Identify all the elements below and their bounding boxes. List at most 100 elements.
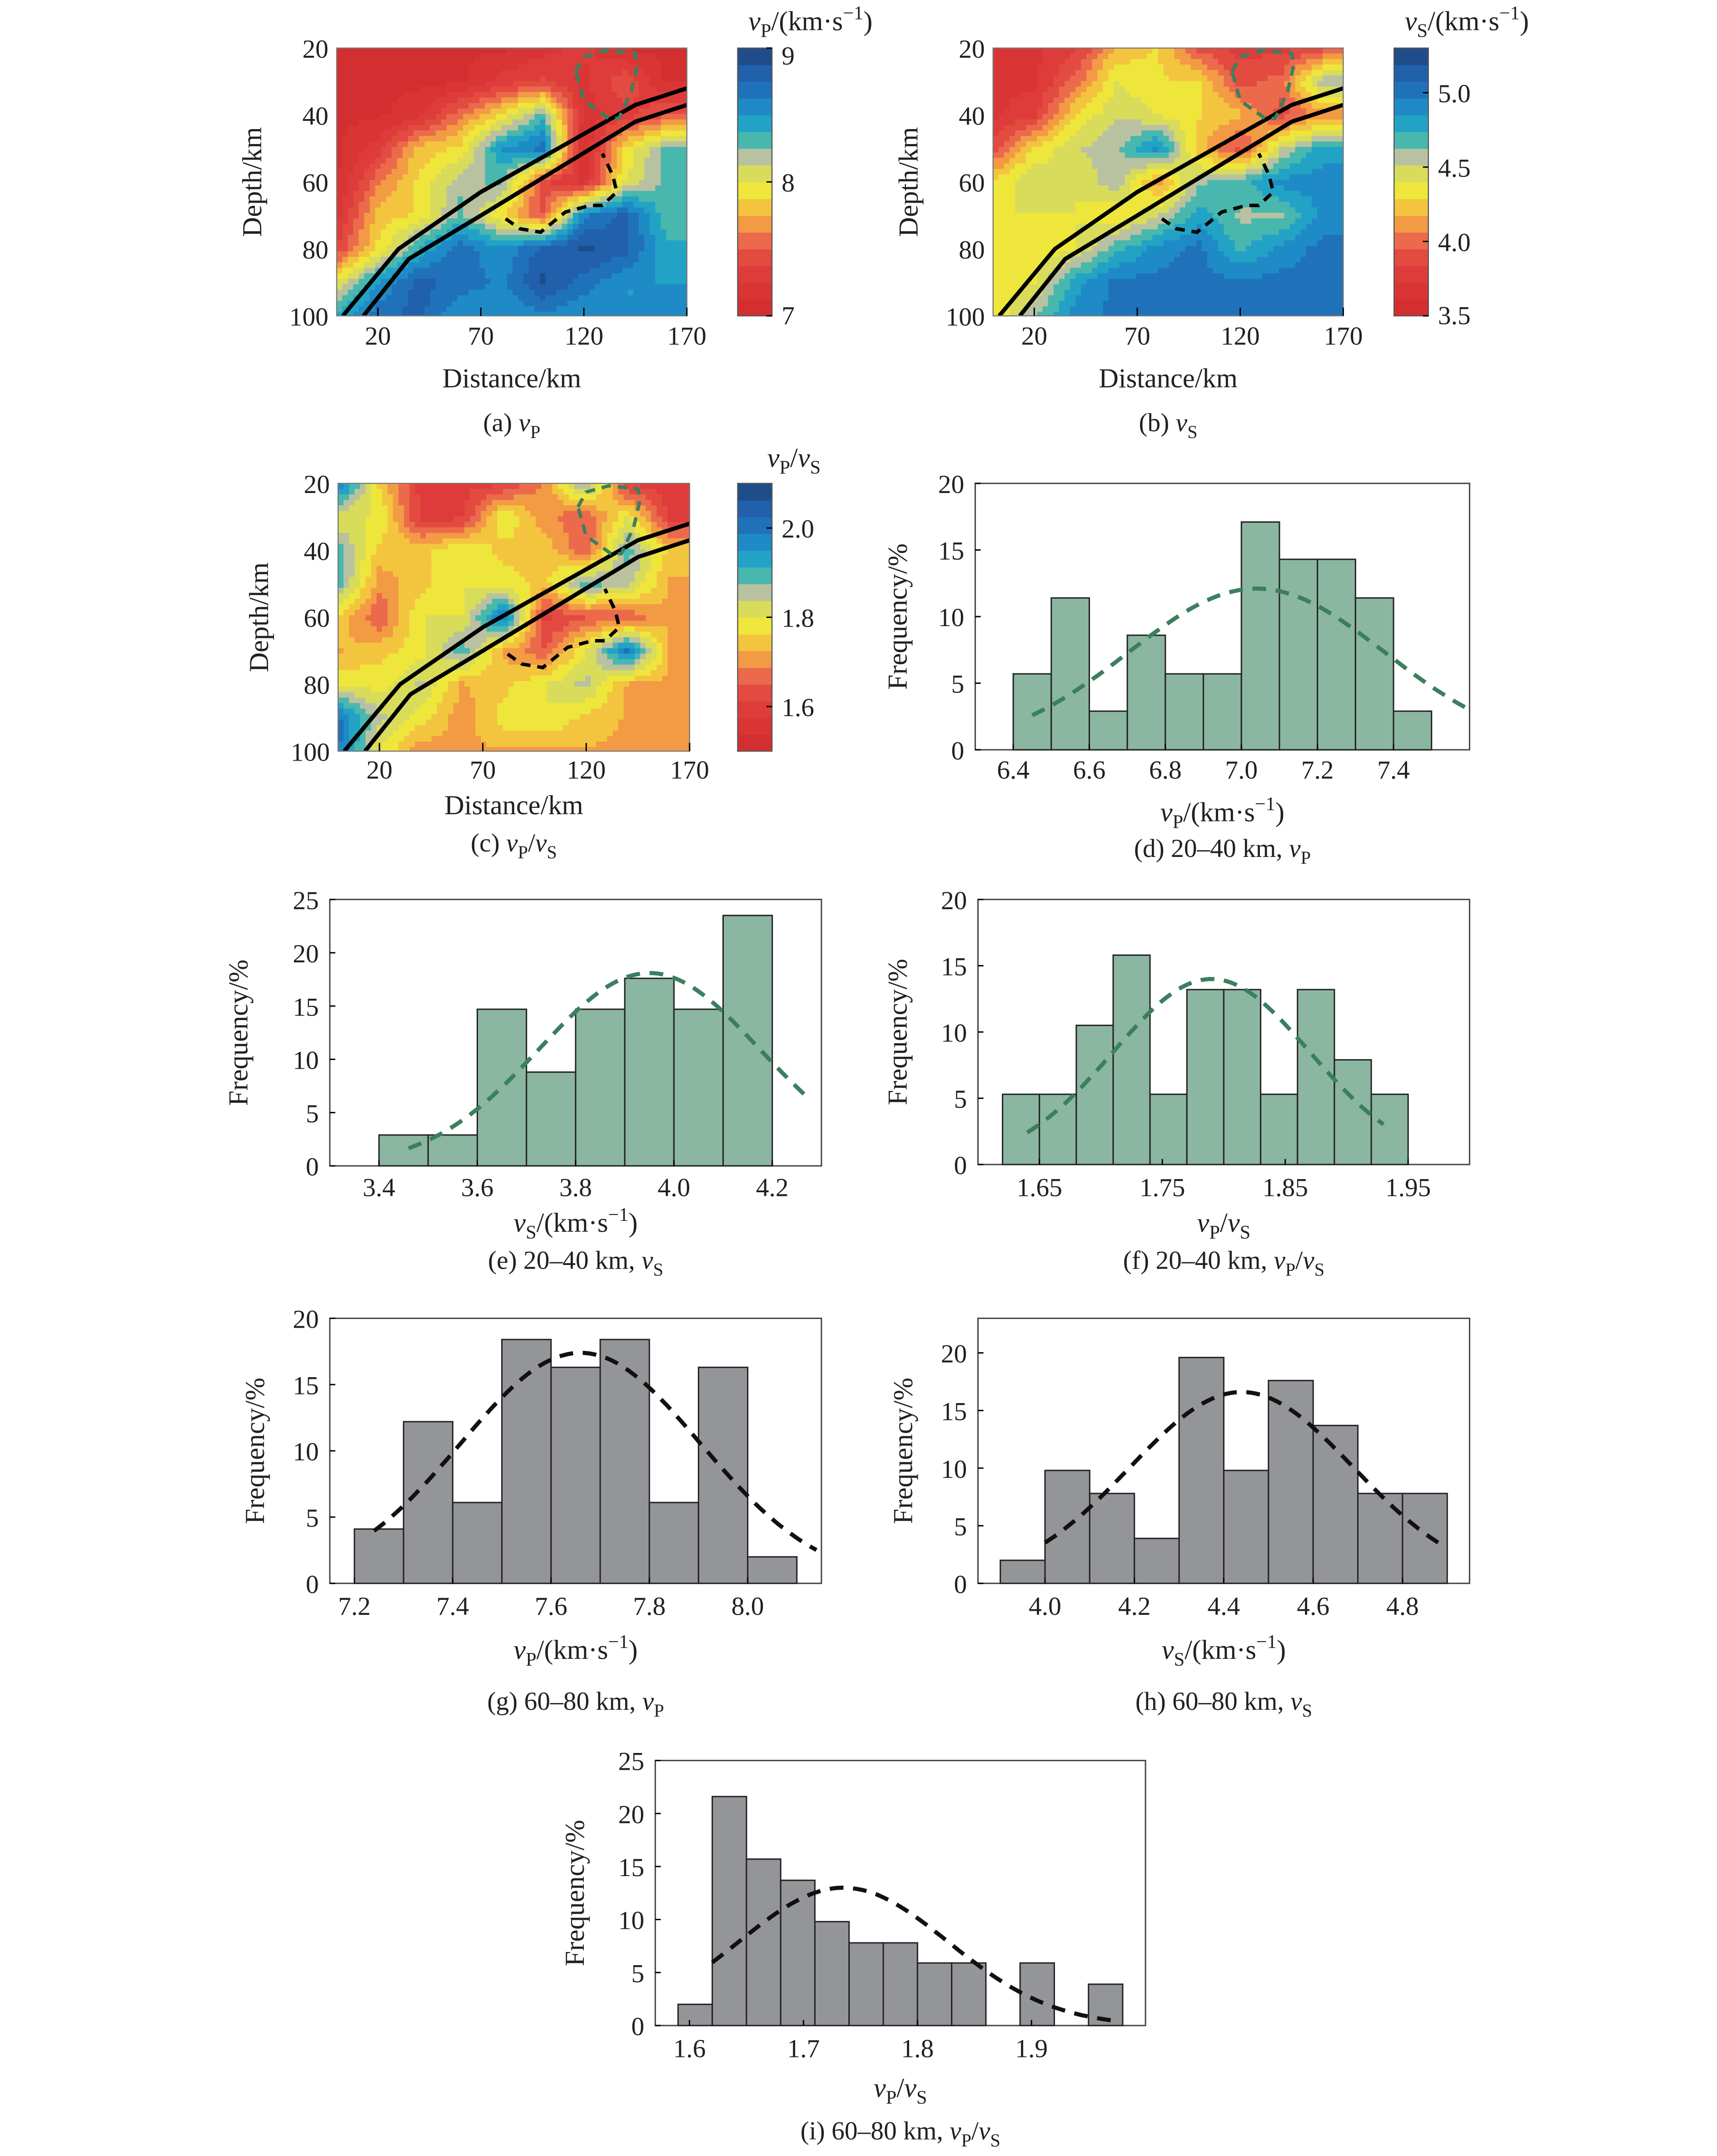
heatmap-cell (1053, 86, 1060, 93)
heatmap-cell (435, 97, 442, 104)
heatmap-cell (1284, 136, 1290, 142)
heatmap-cell (595, 240, 601, 247)
heatmap-cell (380, 53, 387, 60)
heatmap-cell (468, 125, 475, 131)
heatmap-cell (650, 196, 656, 203)
heatmap-cell (672, 185, 678, 192)
heatmap-cell (1037, 196, 1043, 203)
heatmap-cell (386, 147, 393, 153)
heatmap-cell (1224, 97, 1230, 104)
heatmap-cell (391, 136, 398, 142)
heatmap-cell (1224, 185, 1230, 192)
heatmap-cell (545, 289, 552, 296)
heatmap-cell (424, 300, 431, 307)
heatmap-cell (364, 158, 370, 164)
heatmap-cell (348, 59, 354, 65)
heatmap-cell (638, 152, 645, 159)
heatmap-cell (534, 185, 541, 192)
label-part: −1 (843, 2, 863, 24)
heatmap-cell (551, 130, 557, 137)
heatmap-cell (1130, 65, 1137, 71)
heatmap-cell (540, 207, 546, 214)
heatmap-cell (655, 179, 662, 186)
heatmap-cell (474, 174, 480, 181)
heatmap-cell (1015, 158, 1021, 164)
heatmap-cell (1015, 70, 1021, 76)
heatmap-cell (468, 268, 475, 274)
heatmap-cell (1081, 179, 1087, 186)
heatmap-cell (1317, 185, 1324, 192)
heatmap-cell (1339, 65, 1344, 71)
heatmap-cell (1251, 147, 1258, 153)
heatmap-cell (1097, 108, 1104, 115)
heatmap-cell (1026, 130, 1032, 137)
heatmap-cell (1323, 70, 1329, 76)
heatmap-cell (572, 147, 579, 153)
heatmap-cell (1026, 114, 1032, 120)
heatmap-cell (562, 65, 568, 71)
heatmap-cell (622, 257, 628, 263)
heatmap-cell (512, 295, 519, 302)
heatmap-cell (408, 53, 414, 60)
heatmap-cell (682, 312, 687, 316)
heatmap-cell (348, 257, 354, 263)
heatmap-cell (501, 97, 508, 104)
heatmap-cell (435, 92, 442, 98)
heatmap-cell (562, 245, 568, 252)
heatmap-cell (1207, 125, 1214, 131)
heatmap-cell (419, 284, 425, 290)
heatmap-cell (1147, 75, 1153, 82)
heatmap-cell (490, 262, 497, 269)
heatmap-cell (562, 273, 568, 279)
heatmap-cell (353, 289, 359, 296)
heatmap-cell (1273, 86, 1279, 93)
heatmap-cell (655, 48, 662, 55)
heatmap-cell (364, 179, 370, 186)
heatmap-cell (617, 218, 623, 224)
heatmap-cell (562, 202, 568, 208)
heatmap-cell (589, 81, 596, 87)
heatmap-cell (441, 273, 448, 279)
heatmap-cell (529, 273, 535, 279)
heatmap-cell (556, 136, 562, 142)
heatmap-cell (353, 229, 359, 236)
heatmap-cell (556, 312, 562, 316)
heatmap-cell (1081, 86, 1087, 93)
y-tick-label: 60 (302, 169, 328, 198)
heatmap-cell (534, 75, 541, 82)
heatmap-cell (567, 284, 574, 290)
heatmap-cell (1086, 53, 1093, 60)
heatmap-cell (452, 158, 458, 164)
heatmap-cell (1174, 108, 1180, 115)
heatmap-cell (1300, 119, 1307, 126)
heatmap-cell (661, 245, 667, 252)
heatmap-cell (1207, 158, 1214, 164)
heatmap-cell (1015, 53, 1021, 60)
heatmap-cell (551, 279, 557, 285)
heatmap-cell (1015, 114, 1021, 120)
heatmap-cell (485, 191, 491, 197)
heatmap-cell (1009, 53, 1016, 60)
heatmap-cell (572, 86, 579, 93)
heatmap-cell (572, 103, 579, 109)
heatmap-cell (682, 245, 687, 252)
heatmap-cell (485, 257, 491, 263)
heatmap-cell (386, 125, 393, 131)
heatmap-cell (1190, 103, 1197, 109)
heatmap-cell (1158, 108, 1164, 115)
heatmap-cell (1163, 130, 1170, 137)
heatmap-cell (638, 158, 645, 164)
heatmap-cell (397, 169, 403, 175)
heatmap-cell (666, 136, 672, 142)
heatmap-cell (435, 273, 442, 279)
heatmap-cell (490, 289, 497, 296)
heatmap-cell (562, 240, 568, 247)
heatmap-cell (551, 53, 557, 60)
heatmap-cell (666, 86, 672, 93)
heatmap-cell (1218, 174, 1224, 181)
heatmap-cell (1042, 81, 1049, 87)
heatmap-cell (584, 108, 590, 115)
heatmap-cell (435, 306, 442, 313)
heatmap-cell (413, 75, 420, 82)
heatmap-cell (545, 191, 552, 197)
